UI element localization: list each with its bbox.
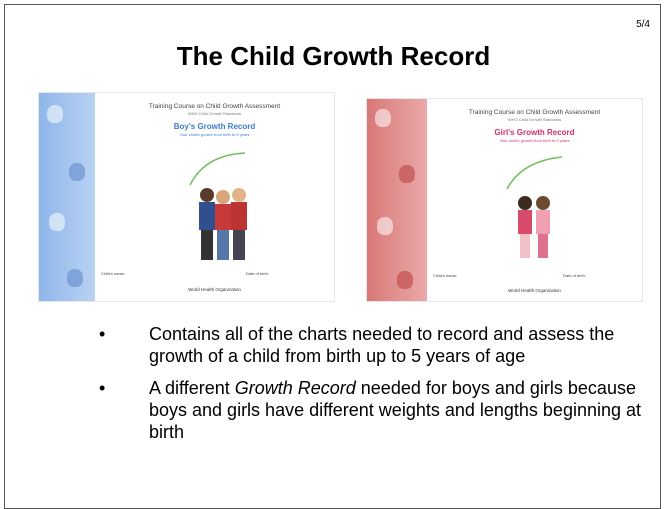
slide-title: The Child Growth Record xyxy=(5,41,662,72)
cover-body: Training Course on Child Growth Assessme… xyxy=(95,93,334,301)
record-tagline: Your child's growth from birth to 5 year… xyxy=(427,138,642,143)
course-title: Training Course on Child Growth Assessme… xyxy=(95,103,334,110)
hand-print xyxy=(397,271,413,289)
record-tagline: Your child's growth from birth to 5 year… xyxy=(95,132,334,137)
dob-label: Date of birth: xyxy=(563,273,586,278)
cover-strip xyxy=(39,93,95,301)
record-title: Girl's Growth Record xyxy=(427,128,642,137)
hand-print xyxy=(399,165,415,183)
bullet-text: Contains all of the charts needed to rec… xyxy=(149,324,614,366)
bullet-dot: • xyxy=(99,377,105,399)
org-label: World Health Organization xyxy=(427,288,642,293)
dob-label: Date of birth: xyxy=(246,271,269,276)
org-label: World Health Organization xyxy=(95,287,334,292)
bullet-text: A different xyxy=(149,378,235,398)
hand-print xyxy=(375,109,391,127)
record-title: Boy's Growth Record xyxy=(95,122,334,131)
children-illustration xyxy=(95,145,334,265)
children-illustration xyxy=(427,149,642,267)
name-label: Child's name: xyxy=(433,273,457,278)
bullet-dot: • xyxy=(99,323,105,345)
bullet-emphasis: Growth Record xyxy=(235,378,356,398)
cover-body: Training Course on Child Growth Assessme… xyxy=(427,99,642,301)
hand-print xyxy=(49,213,65,231)
page: {"page_number": "5/4", "title": "The Chi… xyxy=(0,0,667,503)
course-subtitle: WHO Child Growth Standards xyxy=(95,111,334,116)
course-subtitle: WHO Child Growth Standards xyxy=(427,117,642,122)
bullet-list: • Contains all of the charts needed to re… xyxy=(5,323,662,453)
bullet-item: •A different Growth Record needed for bo… xyxy=(5,377,662,443)
bullet-item: • Contains all of the charts needed to re… xyxy=(5,323,662,367)
girl-cover: Training Course on Child Growth Assessme… xyxy=(367,99,642,301)
cover-strip xyxy=(367,99,427,301)
page-number: 5/4 xyxy=(636,19,650,30)
boy-cover: Training Course on Child Growth Assessme… xyxy=(39,93,334,301)
slide: 5/4 The Child Growth Record Training Cou… xyxy=(4,4,661,509)
hand-print xyxy=(69,163,85,181)
hand-print xyxy=(47,105,63,123)
course-title: Training Course on Child Growth Assessme… xyxy=(427,109,642,116)
hand-print xyxy=(377,217,393,235)
name-label: Child's name: xyxy=(101,271,125,276)
hand-print xyxy=(67,269,83,287)
